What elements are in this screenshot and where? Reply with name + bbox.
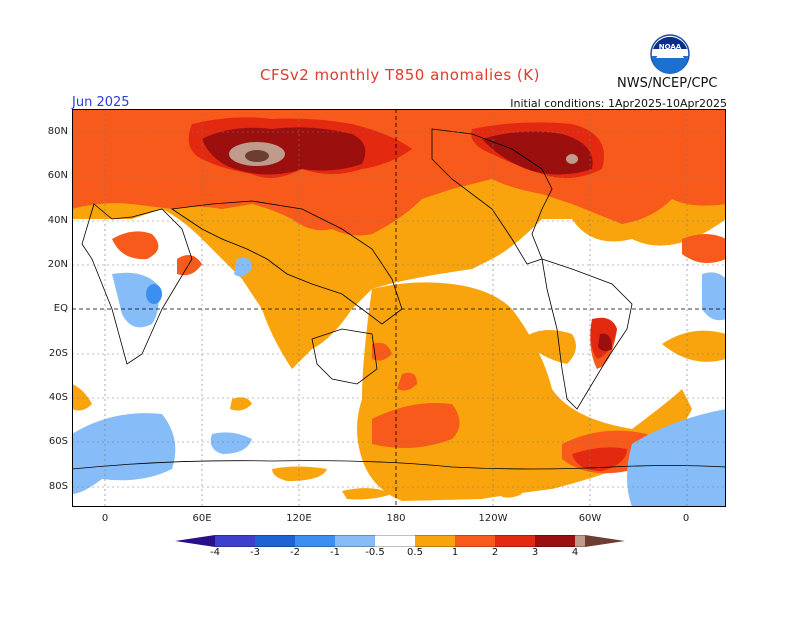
lat-label-80s: 80S xyxy=(48,481,68,492)
legend-swatch-2-1 xyxy=(295,535,335,547)
coastlines xyxy=(72,128,726,470)
legend-swatch-3-4 xyxy=(535,535,575,547)
lon-label-120w: 120W xyxy=(478,513,508,524)
svg-text:NOAA: NOAA xyxy=(659,43,682,51)
lon-label-0: 0 xyxy=(101,513,109,524)
organization-label: NWS/NCEP/CPC xyxy=(617,76,718,91)
lat-label-eq: EQ xyxy=(53,303,68,314)
legend-swatch-3-2 xyxy=(255,535,295,547)
lat-label-20s: 20S xyxy=(48,348,68,359)
legend-label-2: 2 xyxy=(491,547,499,558)
legend-swatch-4-3 xyxy=(215,535,255,547)
anomaly-fill-gt-5 xyxy=(245,150,269,162)
lon-label-0-east: 0 xyxy=(682,513,690,524)
map-frame xyxy=(72,109,726,507)
legend-swatch-0.5-1 xyxy=(415,535,455,547)
legend-swatch-lt-4 xyxy=(175,535,215,547)
lon-label-180: 180 xyxy=(386,513,406,524)
anomaly-fill-neg-1-2 xyxy=(146,284,162,304)
map-gridlines xyxy=(72,109,726,507)
legend-label-3: 3 xyxy=(531,547,539,558)
forecast-month: Jun 2025 xyxy=(72,95,130,110)
legend-label-minus4: -4 xyxy=(210,547,220,558)
legend-label-4: 4 xyxy=(571,547,579,558)
legend-label-1: 1 xyxy=(451,547,459,558)
lat-label-60n: 60N xyxy=(47,170,68,181)
legend-swatch-4-5 xyxy=(575,535,585,547)
lat-label-80n: 80N xyxy=(47,126,68,137)
lat-label-40s: 40S xyxy=(48,392,68,403)
legend-swatch-1-0.5 xyxy=(335,535,375,547)
legend-swatch-neutral xyxy=(375,535,415,547)
legend-label-minus3: -3 xyxy=(250,547,260,558)
lat-label-20n: 20N xyxy=(47,259,68,270)
legend-label-minus0.5: -0.5 xyxy=(365,547,385,558)
lon-label-120e: 120E xyxy=(286,513,312,524)
legend-swatch-2-3 xyxy=(495,535,535,547)
legend-label-minus1: -1 xyxy=(330,547,340,558)
noaa-logo-icon: NOAA xyxy=(650,34,690,74)
lon-label-60e: 60E xyxy=(192,513,212,524)
legend-label-0.5: 0.5 xyxy=(407,547,423,558)
lat-label-60s: 60S xyxy=(48,436,68,447)
anomaly-fill-neg-0.5-1 xyxy=(72,257,726,507)
initial-conditions-label: Initial conditions: 1Apr2025-10Apr2025 xyxy=(510,97,727,110)
legend-label-minus2: -2 xyxy=(290,547,300,558)
page-title: CFSv2 monthly T850 anomalies (K) xyxy=(260,66,540,84)
legend-colorbar xyxy=(175,535,625,547)
lon-label-60w: 60W xyxy=(578,513,602,524)
legend-swatch-gt-4 xyxy=(585,535,625,547)
legend-swatch-1-2 xyxy=(455,535,495,547)
anomaly-map xyxy=(72,109,726,507)
lat-label-40n: 40N xyxy=(47,215,68,226)
